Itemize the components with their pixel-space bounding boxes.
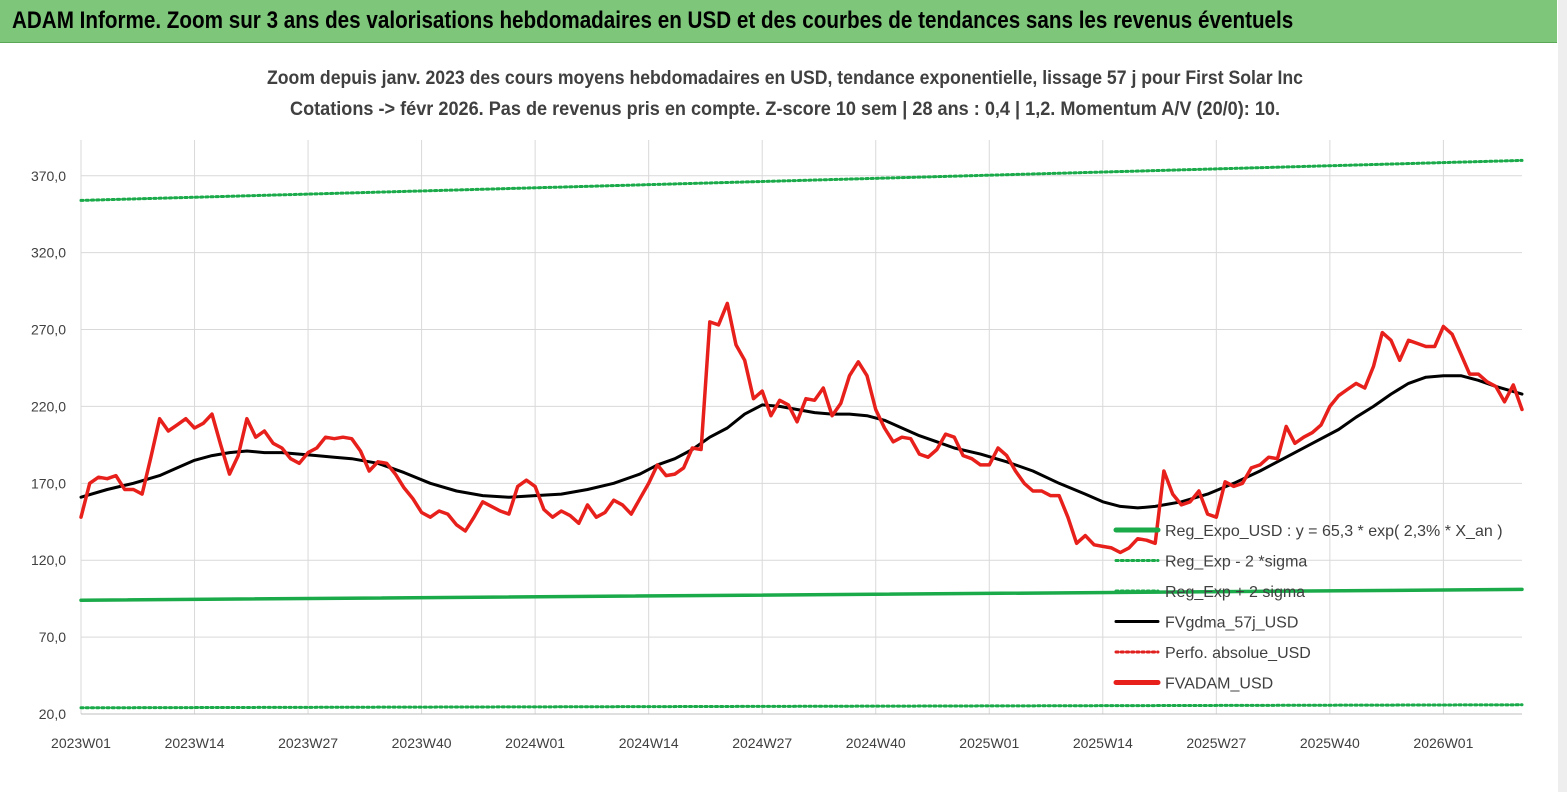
x-tick-label: 2025W14 xyxy=(1073,735,1133,751)
legend-label: Reg_Expo_USD : y = 65,3 * exp( 2,3% * X_… xyxy=(1165,523,1503,540)
legend-label: Reg_Exp + 2 sigma xyxy=(1165,584,1305,601)
grid xyxy=(80,140,1522,715)
y-tick-label: 320,0 xyxy=(31,245,66,261)
y-tick-label: 170,0 xyxy=(31,475,66,491)
series-line-reg-exp-2-sigma xyxy=(79,703,1524,710)
x-tick-label: 2023W27 xyxy=(278,735,338,751)
series-line-reg-expo-usd-y-65-3-exp- xyxy=(79,587,1524,602)
y-tick-label: 20,0 xyxy=(39,706,66,722)
x-tick-label: 2024W01 xyxy=(505,735,565,751)
page-title: ADAM Informe. Zoom sur 3 ans des valoris… xyxy=(12,7,1294,34)
x-tick-label: 2024W14 xyxy=(619,735,679,751)
x-tick-label: 2023W01 xyxy=(51,735,111,751)
x-tick-label: 2023W14 xyxy=(165,735,225,751)
x-tick-label: 2025W01 xyxy=(959,735,1019,751)
x-tick-label: 2025W40 xyxy=(1300,735,1360,751)
legend-box xyxy=(1110,514,1520,701)
series-line-fvadam-usd xyxy=(79,301,1524,555)
legend-label: Perfo. absolue_USD xyxy=(1165,645,1311,662)
series-line-fvgdma-57j-usd xyxy=(79,374,1524,510)
y-tick-label: 370,0 xyxy=(31,168,66,184)
series-group xyxy=(79,158,1524,710)
legend: Reg_Expo_USD : y = 65,3 * exp( 2,3% * X_… xyxy=(1110,514,1520,701)
x-tick-label: 2026W01 xyxy=(1413,735,1473,751)
right-gutter xyxy=(1558,0,1567,792)
chart-title: Zoom depuis janv. 2023 des cours moyens … xyxy=(267,68,1303,89)
legend-label: FVADAM_USD xyxy=(1165,676,1273,693)
x-tick-label: 2024W27 xyxy=(732,735,792,751)
axes: 2023W01 2023W14 2023W27 2023W40 2024W01 2024W… xyxy=(31,168,1522,751)
legend-label: FVgdma_57j_USD xyxy=(1165,615,1298,632)
x-tick-label: 2025W27 xyxy=(1186,735,1246,751)
y-tick-label: 120,0 xyxy=(31,552,66,568)
legend-label: Reg_Exp - 2 *sigma xyxy=(1165,554,1307,571)
series-line-reg-exp-2-sigma xyxy=(79,158,1524,202)
chart-subtitle: Cotations -> févr 2026. Pas de revenus p… xyxy=(290,99,1280,120)
x-tick-label: 2024W40 xyxy=(846,735,906,751)
y-tick-label: 70,0 xyxy=(39,629,66,645)
title-banner: ADAM Informe. Zoom sur 3 ans des valoris… xyxy=(0,0,1557,43)
y-tick-label: 220,0 xyxy=(31,398,66,414)
x-tick-label: 2023W40 xyxy=(392,735,452,751)
y-tick-label: 270,0 xyxy=(31,322,66,338)
